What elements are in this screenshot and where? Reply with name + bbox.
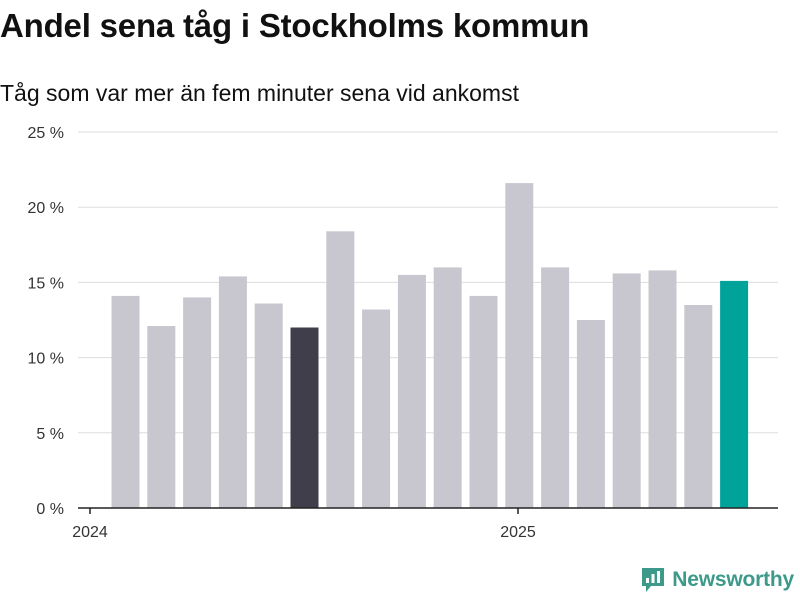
newsworthy-chart-icon [642, 568, 665, 592]
bar [326, 231, 355, 509]
newsworthy-logo[interactable]: Newsworthy [640, 566, 794, 594]
bar [648, 270, 677, 508]
y-tick-label: 5 % [36, 426, 64, 443]
bar [147, 326, 176, 508]
chart-title: Andel sena tåg i Stockholms kommun [0, 7, 590, 44]
bar [183, 297, 212, 508]
chart-subtitle: Tåg som var mer än fem minuter sena vid … [0, 80, 519, 106]
bar [720, 280, 749, 508]
bar [254, 303, 283, 508]
y-tick-label: 25 % [28, 125, 64, 142]
bar [111, 295, 140, 508]
newsworthy-label: Newsworthy [672, 568, 794, 591]
y-tick-label: 0 % [36, 501, 64, 518]
x-tick-label: 2024 [72, 524, 108, 541]
bars [111, 183, 749, 509]
bar [541, 267, 570, 508]
y-tick-label: 20 % [28, 200, 64, 217]
x-tick-label: 2025 [500, 524, 536, 541]
bar [218, 276, 247, 508]
bar [290, 327, 319, 508]
bar [612, 273, 641, 508]
x-axis: 2024 2025 [72, 507, 778, 541]
bar [433, 267, 462, 508]
y-axis-tick-labels: 0 % 5 % 10 % 15 % 20 % 25 % [28, 125, 64, 518]
bar [505, 183, 534, 508]
bar [397, 274, 426, 508]
bar [576, 320, 605, 508]
y-tick-label: 15 % [28, 275, 64, 292]
bar [469, 295, 498, 508]
bar [684, 305, 713, 508]
bar [362, 309, 391, 508]
y-tick-label: 10 % [28, 351, 64, 368]
